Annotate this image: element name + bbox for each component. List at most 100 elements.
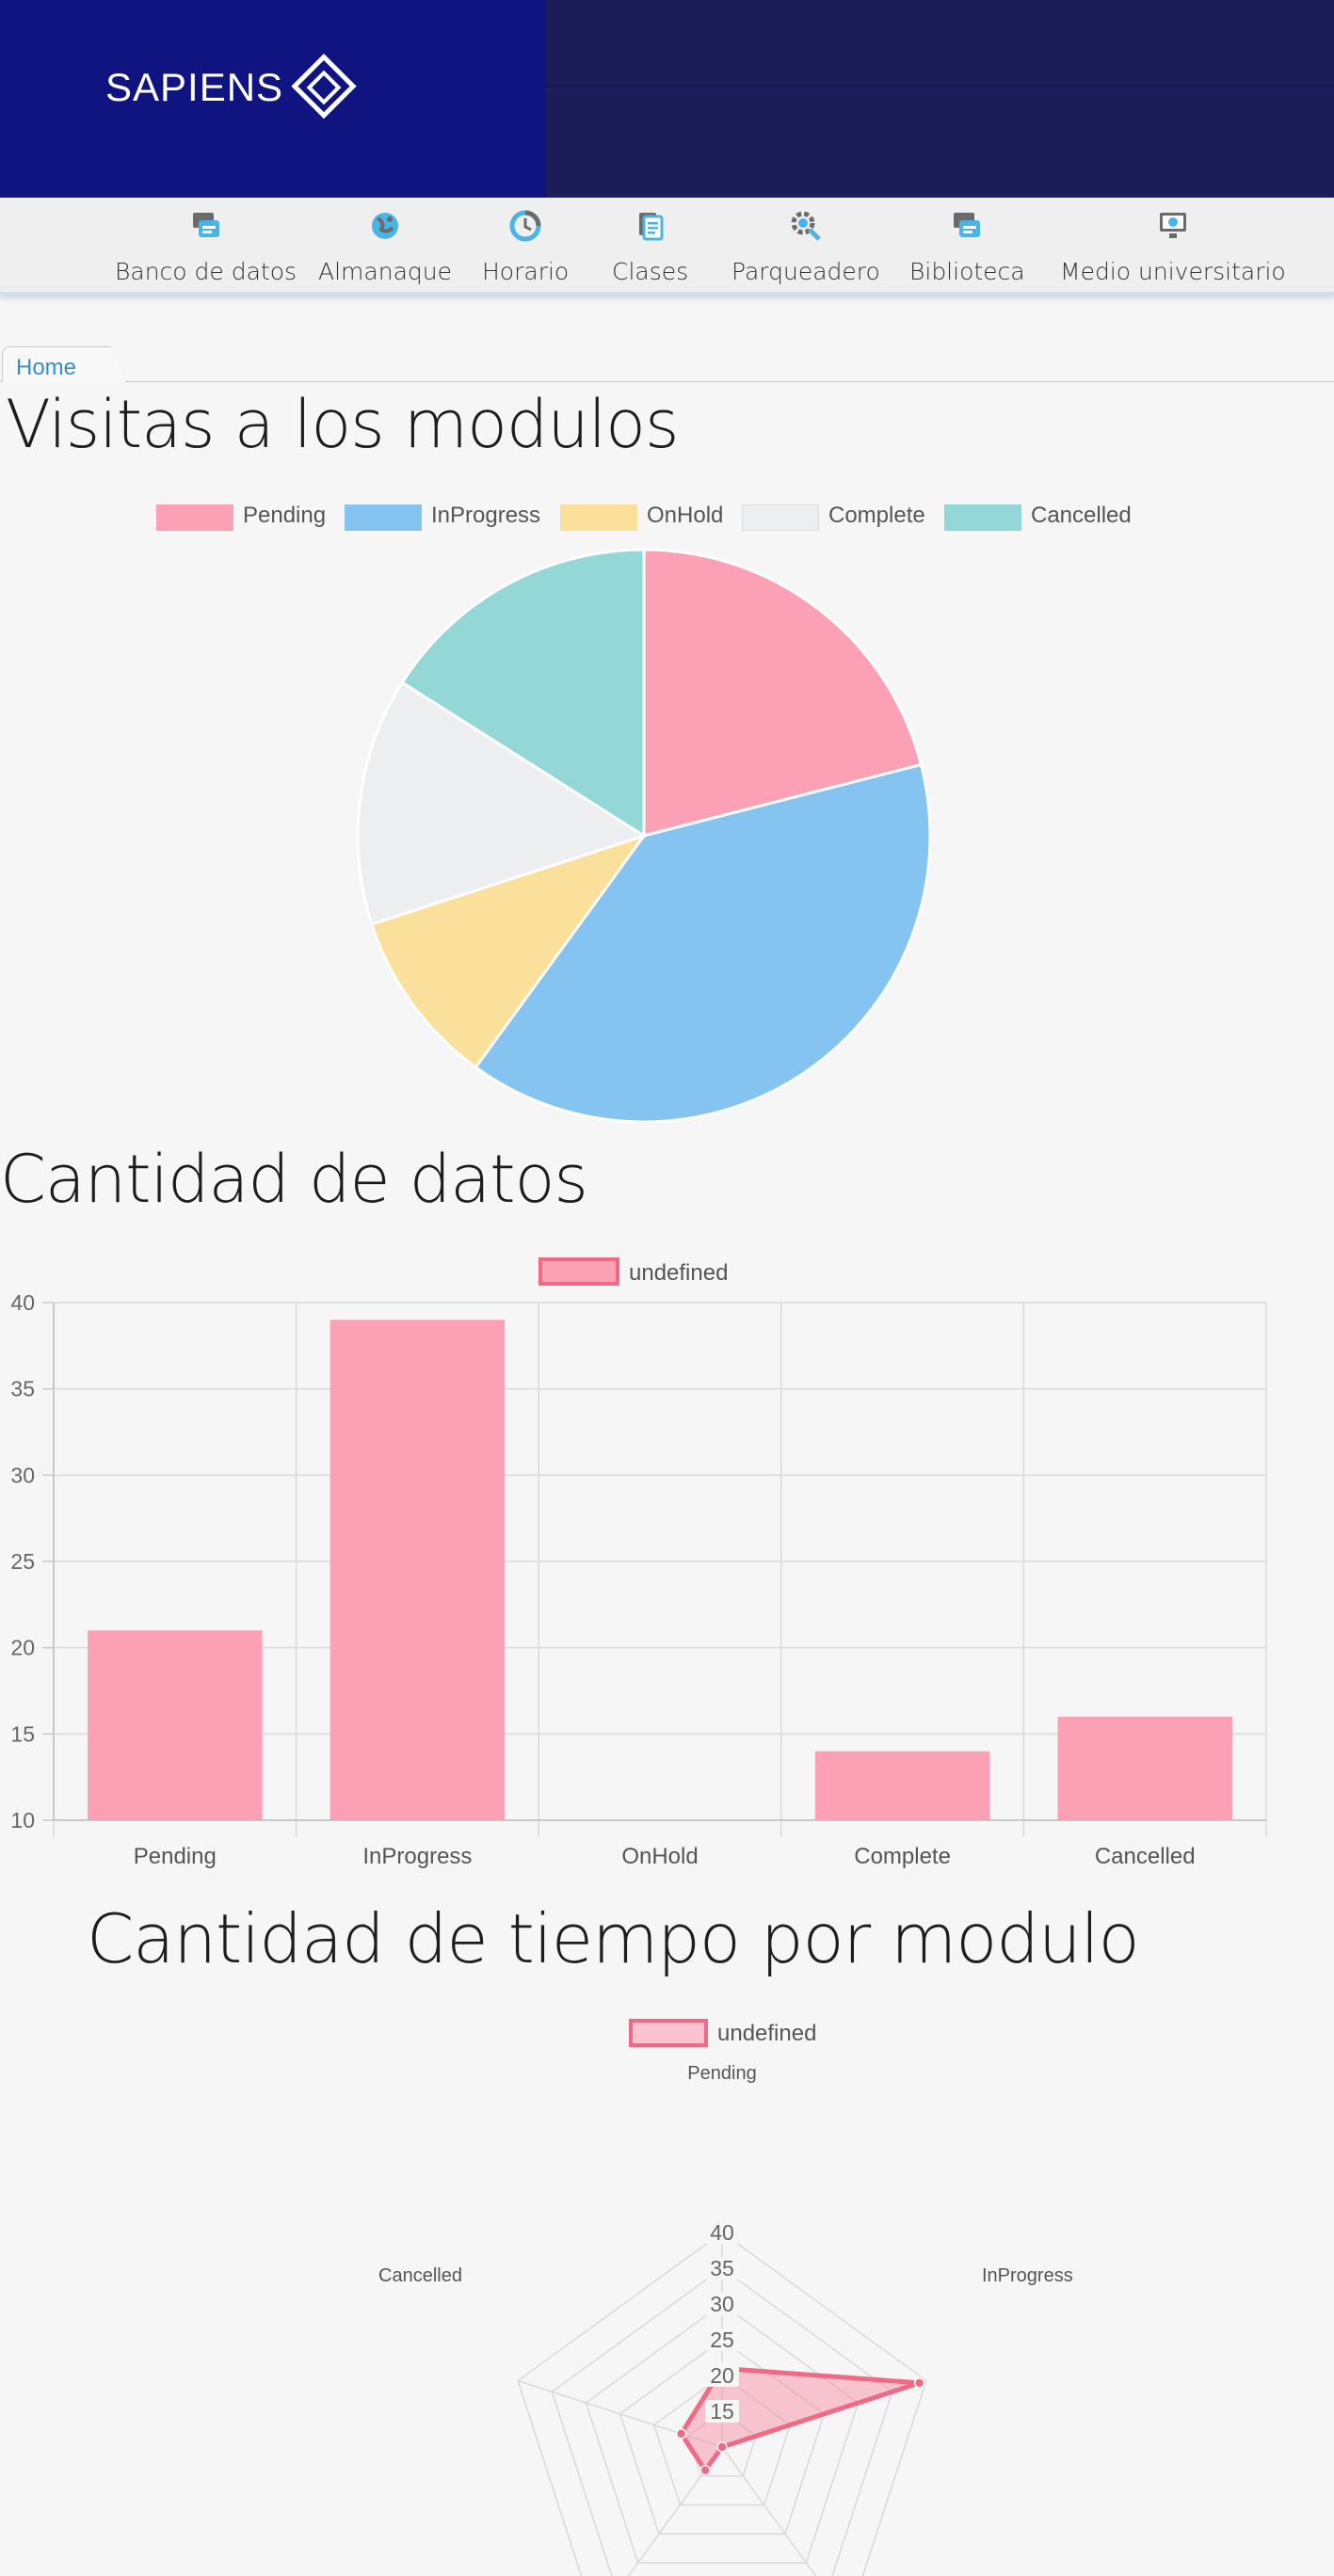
nav-label: Almanaque [318,258,452,285]
legend-label-inprogress[interactable]: InProgress [431,503,541,528]
clock-icon [509,210,541,242]
diamond-logo-icon [291,53,357,120]
nav-label: Banco de datos [115,258,297,285]
legend-label-onhold[interactable]: OnHold [647,503,724,528]
pie-slice-inprogress [474,762,932,1124]
database-icon [192,213,219,237]
nav-item-banco-de-datos[interactable]: Banco de datos [115,209,297,285]
radar-series-area [678,2365,921,2474]
radar-grid-ring [517,2232,927,2576]
bar-legend-swatch [538,1257,619,1286]
bar-tick-label-y: 35 [10,1377,35,1401]
bar-section-title: Cantidad de datos [0,1141,588,1218]
radar-legend-swatch [629,2019,708,2047]
radar-axis-label-cancelled: Cancelled [378,2265,462,2286]
bar-tick-label-y: 25 [10,1549,35,1574]
pie-slice-onhold [369,833,648,1070]
legend-label-complete[interactable]: Complete [828,503,925,528]
header-stripe [546,0,1334,87]
monitor-icon [1159,213,1186,238]
sapiens-logo[interactable]: SAPIENS [105,53,359,122]
pie-slice-complete [356,680,648,926]
bar-tick-label-x: InProgress [362,1844,472,1869]
radar-tick-backdrop [705,2293,739,2315]
pie-slice-cancelled [400,548,646,839]
radar-grid-ring [686,2410,758,2477]
nav-label: Clases [612,258,689,285]
top-header: SAPIENS [0,0,1334,200]
bar-tick-label-x: Pending [134,1844,217,1869]
radar-tick-label: 15 [710,2399,734,2424]
radar-grid-ring [551,2267,893,2576]
pie-section-title: Visitas a los modulos [6,386,679,463]
legend-label-cancelled[interactable]: Cancelled [1031,503,1132,528]
radar-tick-backdrop [705,2400,739,2423]
bar-tick-label-y: 40 [10,1290,35,1315]
radar-chart: undefined 15 20 25 30 35 40 Pending InProgress Ca… [378,2019,1073,2576]
radar-point-onhold [716,2441,728,2453]
radar-tick-backdrop [705,2257,739,2280]
legend-swatch-onhold[interactable] [560,504,637,531]
radar-spoke [627,2446,723,2576]
breadcrumb: Home [0,344,1334,382]
legend-swatch-pending[interactable] [156,504,233,531]
radar-axis-label-inprogress: InProgress [982,2265,1073,2286]
radar-spoke [517,2379,723,2448]
bar-tick-label-x: Complete [854,1844,951,1869]
radar-tick-backdrop [705,2328,739,2351]
radar-legend-label: undefined [717,2021,816,2046]
bar-tick-label-x: Cancelled [1095,1844,1196,1869]
pie-slice-pending [642,548,924,838]
nav-label: Biblioteca [909,258,1025,285]
radar-grid-ring [619,2339,826,2535]
logo-text: SAPIENS [105,65,284,109]
main-nav: Banco de datos Almanaque Horario Clases [0,198,1334,296]
bar-complete [814,1751,990,1820]
nav-item-parqueadero[interactable]: Parqueadero [731,209,880,285]
nav-item-clases[interactable]: Clases [612,209,688,285]
breadcrumb-home-link[interactable]: Home [16,355,77,380]
nav-label: Horario [482,258,570,285]
radar-tick-label: 40 [710,2220,734,2245]
library-icon [954,213,981,237]
radar-point-complete [699,2464,711,2476]
radar-axis-label-pending: Pending [687,2063,756,2084]
bar-tick-label-x: OnHold [621,1844,698,1869]
pie-chart [356,548,932,1124]
bar-tick-label-y: 30 [10,1463,35,1487]
legend-swatch-inprogress[interactable] [345,504,422,531]
radar-tick-label: 25 [710,2328,734,2352]
globe-icon [371,213,398,239]
radar-tick-backdrop [705,2221,739,2244]
radar-spoke [721,2446,817,2576]
bar-tick-label-y: 20 [10,1636,35,1660]
radar-point-inprogress [913,2377,925,2389]
nav-item-biblioteca[interactable]: Biblioteca [909,209,1025,285]
radar-point-cancelled [675,2428,687,2440]
bar-inprogress [329,1320,506,1820]
nav-item-horario[interactable]: Horario [482,209,569,285]
radar-tick-label: 35 [710,2256,734,2280]
bar-legend-label: undefined [629,1260,728,1286]
radar-section-title: Cantidad de tiempo por modulo [87,1899,1140,1978]
logo-area: SAPIENS [0,0,546,198]
radar-tick-backdrop [705,2364,739,2387]
header-stripe [546,94,1334,200]
legend-swatch-cancelled[interactable] [944,504,1021,531]
legend-label-pending[interactable]: Pending [243,503,327,528]
legend-swatch-complete[interactable] [742,504,819,531]
bar-cancelled [1057,1717,1232,1820]
bar-chart: undefined 10 15 20 25 30 35 40 Pending InProgress… [10,1257,1267,1869]
document-icon [638,213,664,241]
bar-tick-label-y: 15 [10,1721,35,1746]
breadcrumb-home-tab[interactable]: Home [2,346,126,382]
nav-item-almanaque[interactable]: Almanaque [318,209,452,285]
bar-pending [88,1630,263,1820]
radar-tick-label: 30 [710,2292,734,2316]
nav-label: Medio universitario [1060,258,1286,285]
gear-search-icon [791,211,821,241]
nav-label: Parqueadero [731,258,880,285]
nav-item-medio-universitario[interactable]: Medio universitario [1060,209,1286,285]
radar-grid-ring [585,2303,860,2564]
bar-tick-label-y: 10 [10,1808,35,1832]
